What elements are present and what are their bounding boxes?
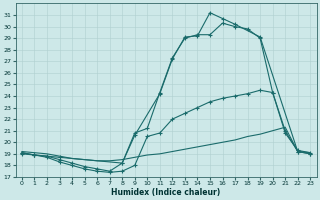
X-axis label: Humidex (Indice chaleur): Humidex (Indice chaleur) <box>111 188 221 197</box>
